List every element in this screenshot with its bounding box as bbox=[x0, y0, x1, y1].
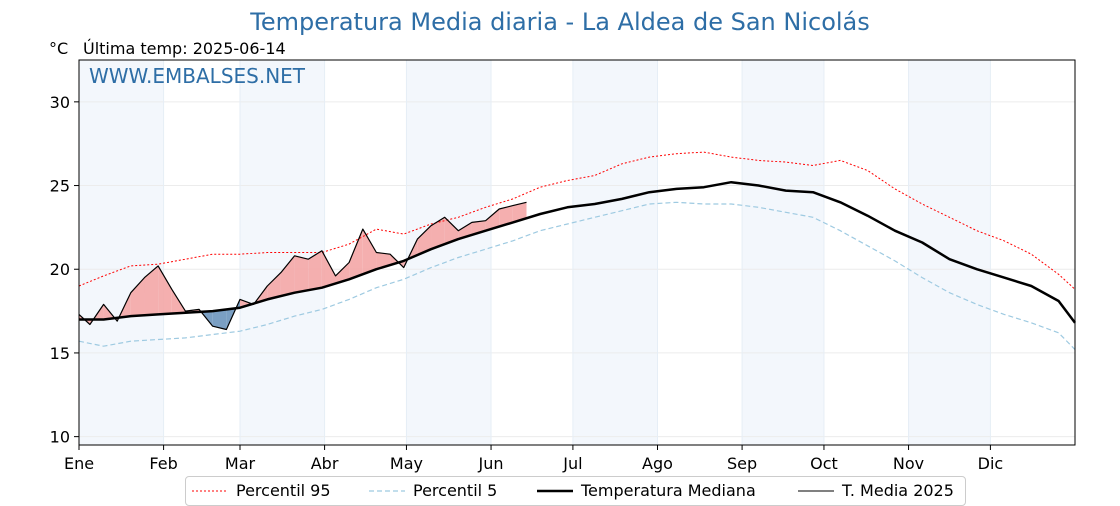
anomaly-above-area bbox=[431, 217, 445, 250]
anomaly-above-area bbox=[485, 208, 500, 231]
x-tick-label-jul: Jul bbox=[562, 454, 582, 473]
x-tick-label-ene: Ene bbox=[64, 454, 94, 473]
legend-label-current: T. Media 2025 bbox=[842, 481, 954, 500]
anomaly-above-area bbox=[308, 250, 322, 291]
anomaly-above-area bbox=[294, 255, 309, 293]
x-tick-label-ago: Ago bbox=[642, 454, 673, 473]
anomaly-above-area bbox=[444, 217, 459, 245]
x-tick-label-nov: Nov bbox=[893, 454, 924, 473]
y-tick-label: 15 bbox=[50, 344, 70, 363]
anomaly-above-area bbox=[499, 205, 513, 227]
chart-title: Temperatura Media diaria - La Aldea de S… bbox=[250, 8, 870, 36]
legend-item-current: T. Media 2025 bbox=[798, 481, 954, 500]
x-tick-label-feb: Feb bbox=[149, 454, 177, 473]
anomaly-above-area bbox=[267, 272, 281, 300]
anomaly-above-area bbox=[512, 202, 527, 223]
legend-item-median: Temperatura Mediana bbox=[537, 481, 756, 500]
y-tick-label: 25 bbox=[50, 177, 70, 196]
anomaly-above-area bbox=[335, 262, 350, 284]
legend-swatch-p95 bbox=[192, 490, 228, 491]
chart-legend: Percentil 95 Percentil 5 Temperatura Med… bbox=[185, 476, 966, 506]
anomaly-above-area bbox=[321, 250, 336, 288]
legend-label-p5: Percentil 5 bbox=[413, 481, 498, 500]
series-line-percentil-95 bbox=[78, 151, 1076, 290]
anomaly-above-area bbox=[280, 255, 295, 297]
month-band-nov bbox=[908, 60, 991, 445]
series-line-percentil-5 bbox=[78, 201, 1076, 351]
x-tick-label-dic: Dic bbox=[978, 454, 1004, 473]
legend-item-p95: Percentil 95 bbox=[192, 481, 331, 500]
x-tick-label-abr: Abr bbox=[311, 454, 339, 473]
series-line-temperatura-mediana bbox=[79, 180, 1076, 324]
legend-label-p95: Percentil 95 bbox=[236, 481, 331, 500]
anomaly-above-area bbox=[417, 225, 432, 256]
x-tick-label-jun: Jun bbox=[478, 454, 504, 473]
x-tick-label-oct: Oct bbox=[810, 454, 838, 473]
legend-label-median: Temperatura Mediana bbox=[581, 481, 756, 500]
y-axis-unit-label: °C bbox=[49, 39, 69, 58]
last-temperature-label: Última temp: 2025-06-14 bbox=[83, 39, 286, 58]
month-band-sep bbox=[742, 60, 824, 445]
legend-swatch-current bbox=[798, 490, 834, 491]
plot-frame bbox=[78, 59, 1076, 446]
anomaly-above-area bbox=[144, 265, 159, 316]
anomaly-above-area bbox=[349, 229, 363, 280]
anomaly-above-area bbox=[158, 265, 172, 315]
x-tick-label-mar: Mar bbox=[225, 454, 256, 473]
legend-item-p5: Percentil 5 bbox=[369, 481, 497, 500]
anomaly-above-area bbox=[362, 229, 377, 275]
legend-swatch-p5 bbox=[369, 489, 405, 492]
x-tick-label-sep: Sep bbox=[727, 454, 757, 473]
y-tick-label: 20 bbox=[50, 260, 70, 279]
y-tick-label: 30 bbox=[50, 93, 70, 112]
anomaly-above-area bbox=[130, 277, 145, 317]
legend-swatch-median bbox=[537, 489, 573, 492]
anomaly-below-area bbox=[212, 309, 227, 330]
x-tick-label-may: May bbox=[390, 454, 423, 473]
month-band-ene bbox=[79, 60, 164, 445]
y-tick-label: 10 bbox=[50, 428, 70, 447]
watermark-text: WWW.EMBALSES.NET bbox=[89, 64, 306, 88]
series-line-t-media-2025 bbox=[78, 201, 527, 331]
month-band-jul bbox=[572, 60, 658, 445]
